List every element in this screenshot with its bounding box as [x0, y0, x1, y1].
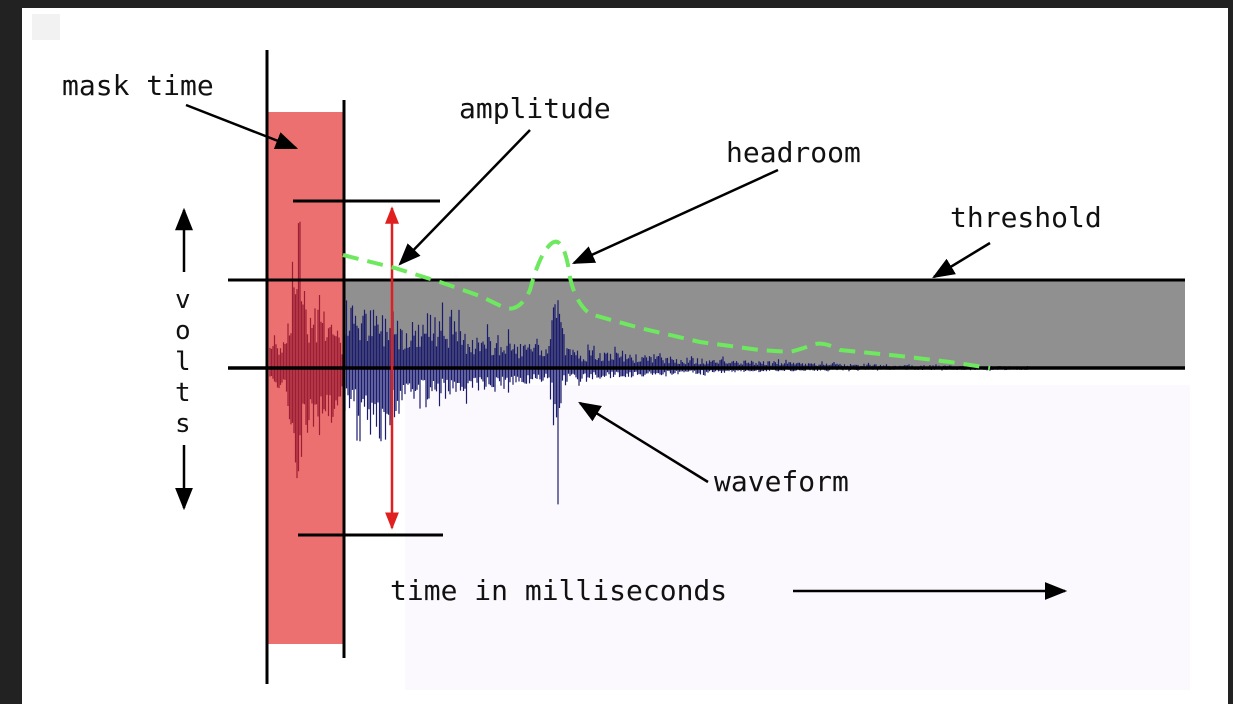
- threshold-pointer: [932, 241, 991, 279]
- volts-letter: l: [175, 347, 191, 377]
- time-axis-label: time in milliseconds: [390, 574, 728, 607]
- waveform-pointer: [578, 401, 709, 484]
- headroom-pointer: [571, 168, 779, 265]
- volts-letter: o: [175, 316, 191, 346]
- threshold-label: threshold: [950, 201, 1102, 234]
- corner-placeholder: [32, 14, 60, 40]
- amplitude-label: amplitude: [459, 92, 611, 125]
- amplitude-pointer: [398, 129, 531, 266]
- volts-letter: t: [175, 378, 191, 408]
- volts-letter: s: [175, 409, 191, 439]
- lower-panel: [405, 385, 1190, 690]
- mask-time-label: mask time: [62, 69, 214, 102]
- volts-letter: v: [175, 285, 191, 315]
- headroom-label: headroom: [726, 136, 861, 169]
- waveform-label: waveform: [714, 465, 849, 498]
- mask-time-pointer: [185, 103, 299, 150]
